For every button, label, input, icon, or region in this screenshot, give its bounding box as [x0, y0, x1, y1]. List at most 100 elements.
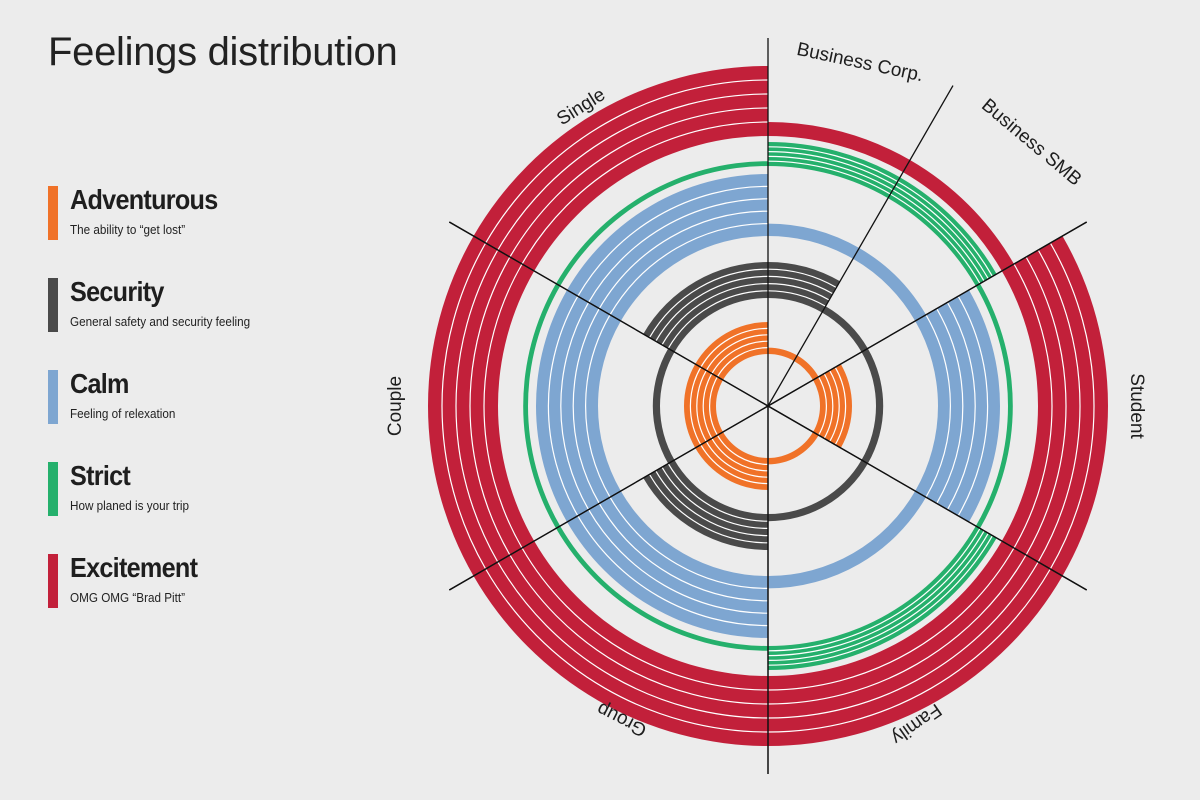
ring-separator — [577, 185, 769, 297]
ring-arc — [695, 432, 769, 491]
legend-desc: OMG OMG “Brad Pitt” — [70, 590, 186, 605]
ring-arc-fill — [768, 460, 868, 522]
ring-arc — [975, 283, 1013, 529]
ring-separator — [767, 530, 985, 657]
ring-arc-fill — [567, 174, 768, 321]
ring-separator — [497, 561, 769, 719]
ring-arc — [767, 526, 997, 670]
legend-name: Security — [70, 276, 164, 307]
legend-desc: The ability to “get lost” — [70, 222, 186, 237]
legend-name: Strict — [70, 460, 131, 491]
ring-separator — [588, 198, 769, 303]
ring-arc-fill — [822, 306, 868, 352]
ring-arc-fill — [523, 283, 561, 529]
legend-name: Excitement — [70, 552, 198, 583]
ring-separator — [834, 366, 847, 446]
ring-arc-fill — [643, 460, 768, 550]
ring-arc — [903, 160, 1014, 271]
ring-separator — [767, 290, 826, 307]
segment-label: Business SMB — [977, 95, 1085, 191]
legend-swatch — [48, 278, 58, 332]
ring-separator — [509, 107, 769, 258]
ring-arc — [915, 290, 1000, 522]
ring-separator — [497, 93, 769, 251]
ring-arc — [813, 364, 853, 448]
ring-separator — [890, 193, 981, 284]
ring-separator — [598, 503, 769, 602]
segment-labels: Business Corp.Business SMBStudentFamilyG… — [385, 39, 1147, 749]
ring-arc — [768, 122, 910, 173]
ring-arc-fill — [915, 290, 1000, 522]
ring-arc — [695, 322, 769, 380]
ring-separator — [509, 554, 769, 705]
ring-separator — [649, 474, 769, 544]
ring-arc-fill — [768, 526, 997, 670]
ring-separator — [716, 347, 769, 378]
ring-arc-fill — [768, 347, 798, 361]
ring-arc-fill — [536, 290, 621, 522]
legend-name: Calm — [70, 368, 129, 399]
ring-separator — [1049, 242, 1095, 570]
ring-arc-fill — [652, 348, 675, 464]
ring-arc — [767, 262, 840, 313]
ring-separator — [767, 535, 993, 666]
ring-arc-fill — [567, 491, 768, 638]
ring-arc — [567, 491, 769, 638]
ring-arc — [822, 306, 868, 352]
ring-arc-fill — [768, 122, 910, 173]
ring-separator — [661, 283, 769, 346]
ring-arc-fill — [768, 223, 860, 259]
ring-separator — [936, 308, 964, 504]
ring-arcs — [428, 66, 1108, 747]
ring-separator — [705, 441, 769, 478]
ring-arc — [768, 432, 819, 465]
ring-separator — [711, 340, 769, 374]
ring-arc — [567, 174, 769, 321]
ring-arc-fill — [643, 262, 768, 352]
ring-arc — [853, 248, 926, 321]
ring-separator — [767, 268, 837, 289]
segment-dividers — [448, 38, 1088, 774]
ring-separator — [767, 561, 1039, 719]
ring-arc — [473, 541, 769, 746]
ring-separator — [767, 151, 896, 187]
ring-arc-fill — [861, 348, 884, 464]
legend-name: Adventurous — [70, 184, 218, 215]
ring-separator — [767, 160, 891, 195]
ring-separator — [485, 79, 769, 244]
ring-arc-fill — [975, 283, 1013, 529]
ring-arc — [1001, 236, 1108, 576]
ring-separator — [767, 568, 1051, 733]
ring-separator — [521, 547, 769, 691]
segment-divider — [448, 221, 769, 407]
ring-separator — [767, 528, 981, 652]
ring-separator — [700, 444, 769, 485]
ring-separator — [483, 263, 523, 549]
ring-arc — [767, 142, 900, 199]
ring-arc — [888, 177, 997, 286]
ring-arc-fill — [1001, 236, 1108, 576]
legend-desc: General safety and security feeling — [70, 314, 251, 329]
ring-separator — [521, 121, 769, 265]
ring-separator — [689, 366, 702, 446]
ring-separator — [585, 314, 611, 498]
ring-separator — [560, 302, 590, 510]
ring-separator — [700, 327, 769, 368]
ring-arc — [428, 236, 535, 576]
ring-arc-fill — [903, 160, 1014, 271]
chart-title: Feelings distribution — [48, 30, 398, 74]
segment-label: Business Corp. — [795, 39, 925, 86]
ring-arc — [555, 161, 768, 286]
ring-arc-fill — [794, 355, 819, 380]
ring-arc-fill — [853, 248, 926, 321]
ring-separator — [1037, 249, 1081, 563]
ring-arc — [643, 460, 769, 550]
ring-separator — [1025, 256, 1067, 556]
segment-label: Student — [1126, 373, 1147, 439]
legend-swatch — [48, 462, 58, 516]
ring-separator — [767, 283, 830, 301]
ring-arc — [473, 66, 769, 271]
ring-separator — [818, 376, 827, 436]
ring-arc — [768, 223, 860, 259]
ring-separator — [767, 547, 1015, 691]
